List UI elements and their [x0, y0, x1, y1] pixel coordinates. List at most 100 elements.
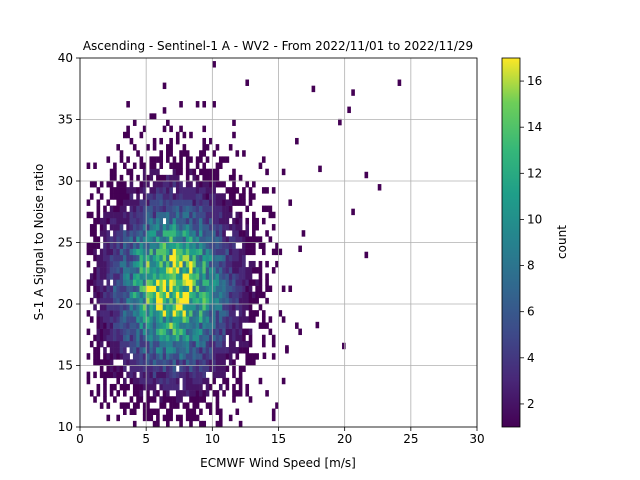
- heatmap-cell: [169, 217, 173, 225]
- heatmap-cell: [228, 334, 233, 342]
- heatmap-cell: [195, 390, 200, 397]
- heatmap-cell: [175, 260, 180, 268]
- heatmap-cell: [172, 340, 177, 348]
- heatmap-cell: [132, 187, 137, 194]
- heatmap-cell: [169, 248, 173, 256]
- heatmap-cell: [205, 291, 210, 299]
- heatmap-cell: [103, 224, 107, 231]
- heatmap-cell: [248, 340, 253, 348]
- heatmap-cell: [113, 224, 117, 231]
- heatmap-cell: [116, 279, 120, 286]
- heatmap-cell: [142, 408, 147, 415]
- heatmap-cell: [185, 267, 190, 274]
- heatmap-cell: [172, 267, 177, 274]
- heatmap-cell: [166, 371, 170, 379]
- heatmap-cell: [149, 156, 154, 163]
- heatmap-cell: [179, 359, 183, 366]
- heatmap-cell: [245, 353, 250, 360]
- heatmap-cell: [126, 199, 130, 206]
- heatmap-cell: [248, 187, 253, 194]
- heatmap-cell: [175, 347, 180, 354]
- heatmap-cell: [238, 279, 243, 286]
- heatmap-cell: [209, 254, 213, 262]
- heatmap-cell: [199, 408, 203, 415]
- heatmap-cell: [175, 297, 180, 305]
- heatmap-cell: [185, 156, 190, 163]
- heatmap-cell: [119, 150, 124, 157]
- heatmap-cell: [126, 297, 130, 305]
- heatmap-cell: [248, 353, 253, 360]
- heatmap-cell: [166, 334, 170, 342]
- heatmap-cell: [106, 285, 111, 292]
- heatmap-cell: [159, 285, 164, 292]
- heatmap-cell: [189, 328, 193, 336]
- x-tick-label: 30: [469, 432, 484, 446]
- heatmap-cell: [175, 322, 180, 329]
- heatmap-cell: [156, 328, 160, 336]
- heatmap-cell: [156, 260, 160, 268]
- heatmap-cell: [271, 340, 276, 348]
- heatmap-cell: [162, 359, 167, 366]
- heatmap-cell: [232, 334, 236, 342]
- heatmap-cell: [159, 224, 164, 231]
- heatmap-cell: [166, 242, 170, 249]
- heatmap-cell: [248, 279, 253, 286]
- heatmap-cell: [192, 199, 197, 206]
- heatmap-cell: [172, 236, 177, 243]
- heatmap-cell: [113, 254, 117, 262]
- heatmap-cell: [195, 205, 200, 213]
- heatmap-cell: [169, 230, 173, 237]
- heatmap-cell: [106, 359, 111, 366]
- heatmap-cell: [109, 174, 114, 182]
- heatmap-cell: [139, 365, 144, 372]
- heatmap-cell: [199, 340, 203, 348]
- heatmap-cell: [166, 420, 170, 428]
- heatmap-cell: [205, 193, 210, 200]
- heatmap-cell: [185, 162, 190, 169]
- heatmap-cell: [228, 187, 233, 194]
- heatmap-cell: [159, 359, 164, 366]
- heatmap-cell: [123, 217, 127, 225]
- heatmap-cell: [106, 402, 111, 409]
- heatmap-cell: [225, 310, 230, 317]
- heatmap-cell: [252, 217, 256, 225]
- heatmap-cell: [242, 273, 246, 280]
- heatmap-cell: [295, 322, 299, 329]
- heatmap-cell: [192, 242, 197, 249]
- heatmap-cell: [123, 365, 127, 372]
- heatmap-cell: [235, 260, 240, 268]
- heatmap-cell: [166, 181, 170, 188]
- heatmap-cell: [238, 248, 243, 256]
- heatmap-cell: [126, 125, 130, 133]
- heatmap-cell: [96, 285, 101, 292]
- heatmap-cell: [113, 217, 117, 225]
- heatmap-cell: [185, 322, 190, 329]
- heatmap-cell: [199, 217, 203, 225]
- heatmap-cell: [139, 310, 144, 317]
- heatmap-cell: [245, 217, 250, 225]
- heatmap-cell: [255, 297, 259, 305]
- heatmap-cell: [347, 106, 351, 114]
- heatmap-cell: [175, 230, 180, 237]
- y-tick-label: 15: [58, 359, 73, 373]
- heatmap-cell: [215, 248, 220, 256]
- heatmap-cell: [245, 279, 250, 286]
- heatmap-cell: [351, 89, 355, 96]
- heatmap-cell: [195, 162, 200, 169]
- heatmap-cell: [205, 334, 210, 342]
- heatmap-cell: [255, 279, 259, 286]
- heatmap-cell: [202, 205, 207, 213]
- heatmap-cell: [232, 328, 236, 336]
- heatmap-cell: [152, 390, 157, 397]
- heatmap-cell: [195, 193, 200, 200]
- heatmap-cell: [205, 304, 210, 311]
- heatmap-cell: [136, 211, 140, 219]
- heatmap-cell: [248, 310, 253, 317]
- heatmap-cell: [149, 291, 154, 299]
- heatmap-cell: [136, 230, 140, 237]
- heatmap-cell: [235, 211, 240, 219]
- heatmap-cell: [89, 316, 94, 323]
- heatmap-cell: [261, 217, 266, 225]
- heatmap-cell: [142, 260, 147, 268]
- heatmap-cell: [192, 285, 197, 292]
